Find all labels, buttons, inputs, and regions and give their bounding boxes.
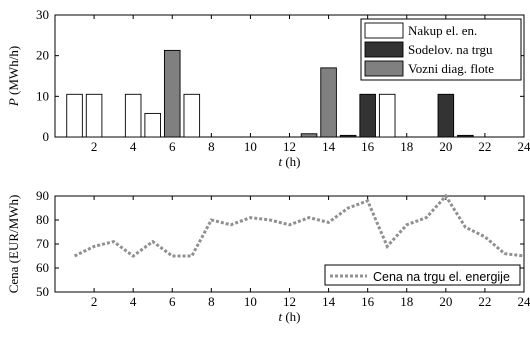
chart-1-x-tick-label: 24 [518,139,530,154]
chart-2-y-tick-label: 80 [36,212,49,227]
chart-2-x-tick-label: 4 [130,294,137,309]
chart-1-y-tick-label: 0 [43,129,50,144]
chart-1-bar-series-2 [340,135,356,137]
chart-1-x-tick-label: 14 [322,139,336,154]
chart-2-x-tick-label: 10 [244,294,257,309]
chart-2-y-tick-label: 90 [36,188,49,203]
chart-1-x-tick-label: 12 [283,139,296,154]
chart-1-bar-series-1 [86,94,102,137]
chart-2-x-tick-label: 14 [322,294,336,309]
chart-1-bar-series-2 [360,94,376,137]
chart-1-y-axis-var: P [6,98,21,107]
chart-2-x-tick-label: 2 [91,294,98,309]
chart-2-x-tick-label: 16 [361,294,375,309]
chart-1-legend-label-1: Nakup el. en. [408,23,477,38]
chart-2-y-axis-label: Cena (EUR/MWh) [6,195,21,294]
chart-1-bar-series-2 [438,94,454,137]
chart-1-y-tick-label: 10 [36,88,49,103]
chart-1-legend-swatch-1 [365,23,403,38]
chart-1-x-tick-label: 8 [208,139,215,154]
chart-1-x-tick-label: 10 [244,139,257,154]
chart-2-legend-label-1: Cena na trgu el. energije [373,270,510,284]
chart-1-x-tick-label: 2 [91,139,98,154]
chart-2-y-tick-label: 50 [36,284,49,299]
chart-2-x-axis-label: t (h) [278,309,300,324]
chart-1-x-axis-unit: (h) [285,154,300,169]
chart-1-bar-series-3 [301,134,317,137]
chart-1-x-tick-label: 6 [169,139,176,154]
chart-2-x-tick-label: 24 [518,294,530,309]
chart-1-legend-label-3: Vozni diag. flote [408,61,494,76]
chart-1-legend-label-2: Sodelov. na trgu [408,42,493,57]
chart-2-x-tick-label: 18 [400,294,413,309]
chart-1-x-axis-label: t (h) [278,154,300,169]
chart-1-x-tick-label: 20 [439,139,452,154]
chart-2-y-tick-label: 70 [36,236,49,251]
chart-1-legend-swatch-2 [365,42,403,57]
chart-1-bar-series-1 [67,94,83,137]
chart-2-x-tick-label: 8 [208,294,215,309]
chart-1-x-tick-label: 18 [400,139,413,154]
chart-1-bar-series-1 [379,94,395,137]
chart-2-y-tick-label: 60 [36,260,49,275]
chart-1-x-tick-label: 22 [478,139,491,154]
chart-1-y-axis-unit: (MWh/h) [6,46,21,95]
chart-1-bar-series-1 [145,113,161,137]
chart-2-x-tick-label: 6 [169,294,176,309]
chart-1-y-tick-label: 30 [36,7,49,22]
chart-1-y-tick-label: 20 [36,48,49,63]
chart-2-x-tick-label: 20 [439,294,452,309]
chart-1-legend-swatch-3 [365,61,403,76]
chart-1-bar-series-1 [184,94,200,137]
chart-1-bar-series-3 [164,50,180,137]
chart-1-bar-series-3 [321,68,337,137]
chart-2-x-axis-unit: (h) [285,309,300,324]
chart-2-x-tick-label: 22 [478,294,491,309]
chart-1-bar-series-2 [458,135,474,137]
chart-1-x-tick-label: 16 [361,139,375,154]
chart-2-x-tick-label: 12 [283,294,296,309]
chart-2-series-line-1 [75,196,524,256]
chart-1-bar-series-1 [125,94,141,137]
chart-1-y-axis-label: P (MWh/h) [6,46,21,107]
chart-1-x-tick-label: 4 [130,139,137,154]
